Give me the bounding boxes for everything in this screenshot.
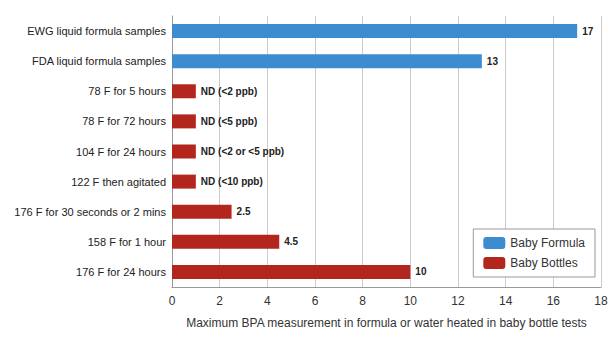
svg-text:Baby Bottles: Baby Bottles: [510, 256, 577, 270]
svg-text:4.5: 4.5: [284, 236, 298, 247]
svg-text:8: 8: [359, 294, 366, 308]
svg-text:ND (<2 or <5 ppb): ND (<2 or <5 ppb): [201, 146, 284, 157]
svg-text:2.5: 2.5: [237, 206, 251, 217]
svg-text:6: 6: [312, 294, 319, 308]
svg-text:Baby Formula: Baby Formula: [510, 236, 585, 250]
svg-text:18: 18: [594, 294, 608, 308]
svg-text:122 F then agitated: 122 F then agitated: [71, 176, 166, 188]
svg-text:2: 2: [216, 294, 223, 308]
svg-text:17: 17: [582, 26, 594, 37]
svg-text:10: 10: [404, 294, 418, 308]
svg-text:ND (<10 ppb): ND (<10 ppb): [201, 176, 263, 187]
svg-text:10: 10: [415, 266, 427, 277]
svg-text:16: 16: [547, 294, 561, 308]
svg-text:78 F for 72 hours: 78 F for 72 hours: [82, 115, 166, 127]
svg-text:ND (<5 ppb): ND (<5 ppb): [201, 116, 257, 127]
svg-text:EWG liquid formula samples: EWG liquid formula samples: [27, 25, 166, 37]
svg-text:ND (<2 ppb): ND (<2 ppb): [201, 86, 257, 97]
svg-text:0: 0: [169, 294, 176, 308]
svg-text:176 F for 24 hours: 176 F for 24 hours: [76, 266, 166, 278]
svg-text:176 F for 30 seconds or 2 mins: 176 F for 30 seconds or 2 mins: [14, 206, 166, 218]
svg-text:FDA liquid formula samples: FDA liquid formula samples: [32, 55, 166, 67]
svg-text:158 F for 1 hour: 158 F for 1 hour: [88, 236, 167, 248]
svg-text:78 F for 5 hours: 78 F for 5 hours: [88, 85, 166, 97]
svg-text:4: 4: [264, 294, 271, 308]
svg-text:Maximum BPA measurement in for: Maximum BPA measurement in formula or wa…: [186, 316, 587, 330]
svg-text:104 F for 24 hours: 104 F for 24 hours: [76, 146, 166, 158]
svg-text:13: 13: [487, 56, 499, 67]
svg-text:12: 12: [451, 294, 465, 308]
svg-text:14: 14: [499, 294, 513, 308]
